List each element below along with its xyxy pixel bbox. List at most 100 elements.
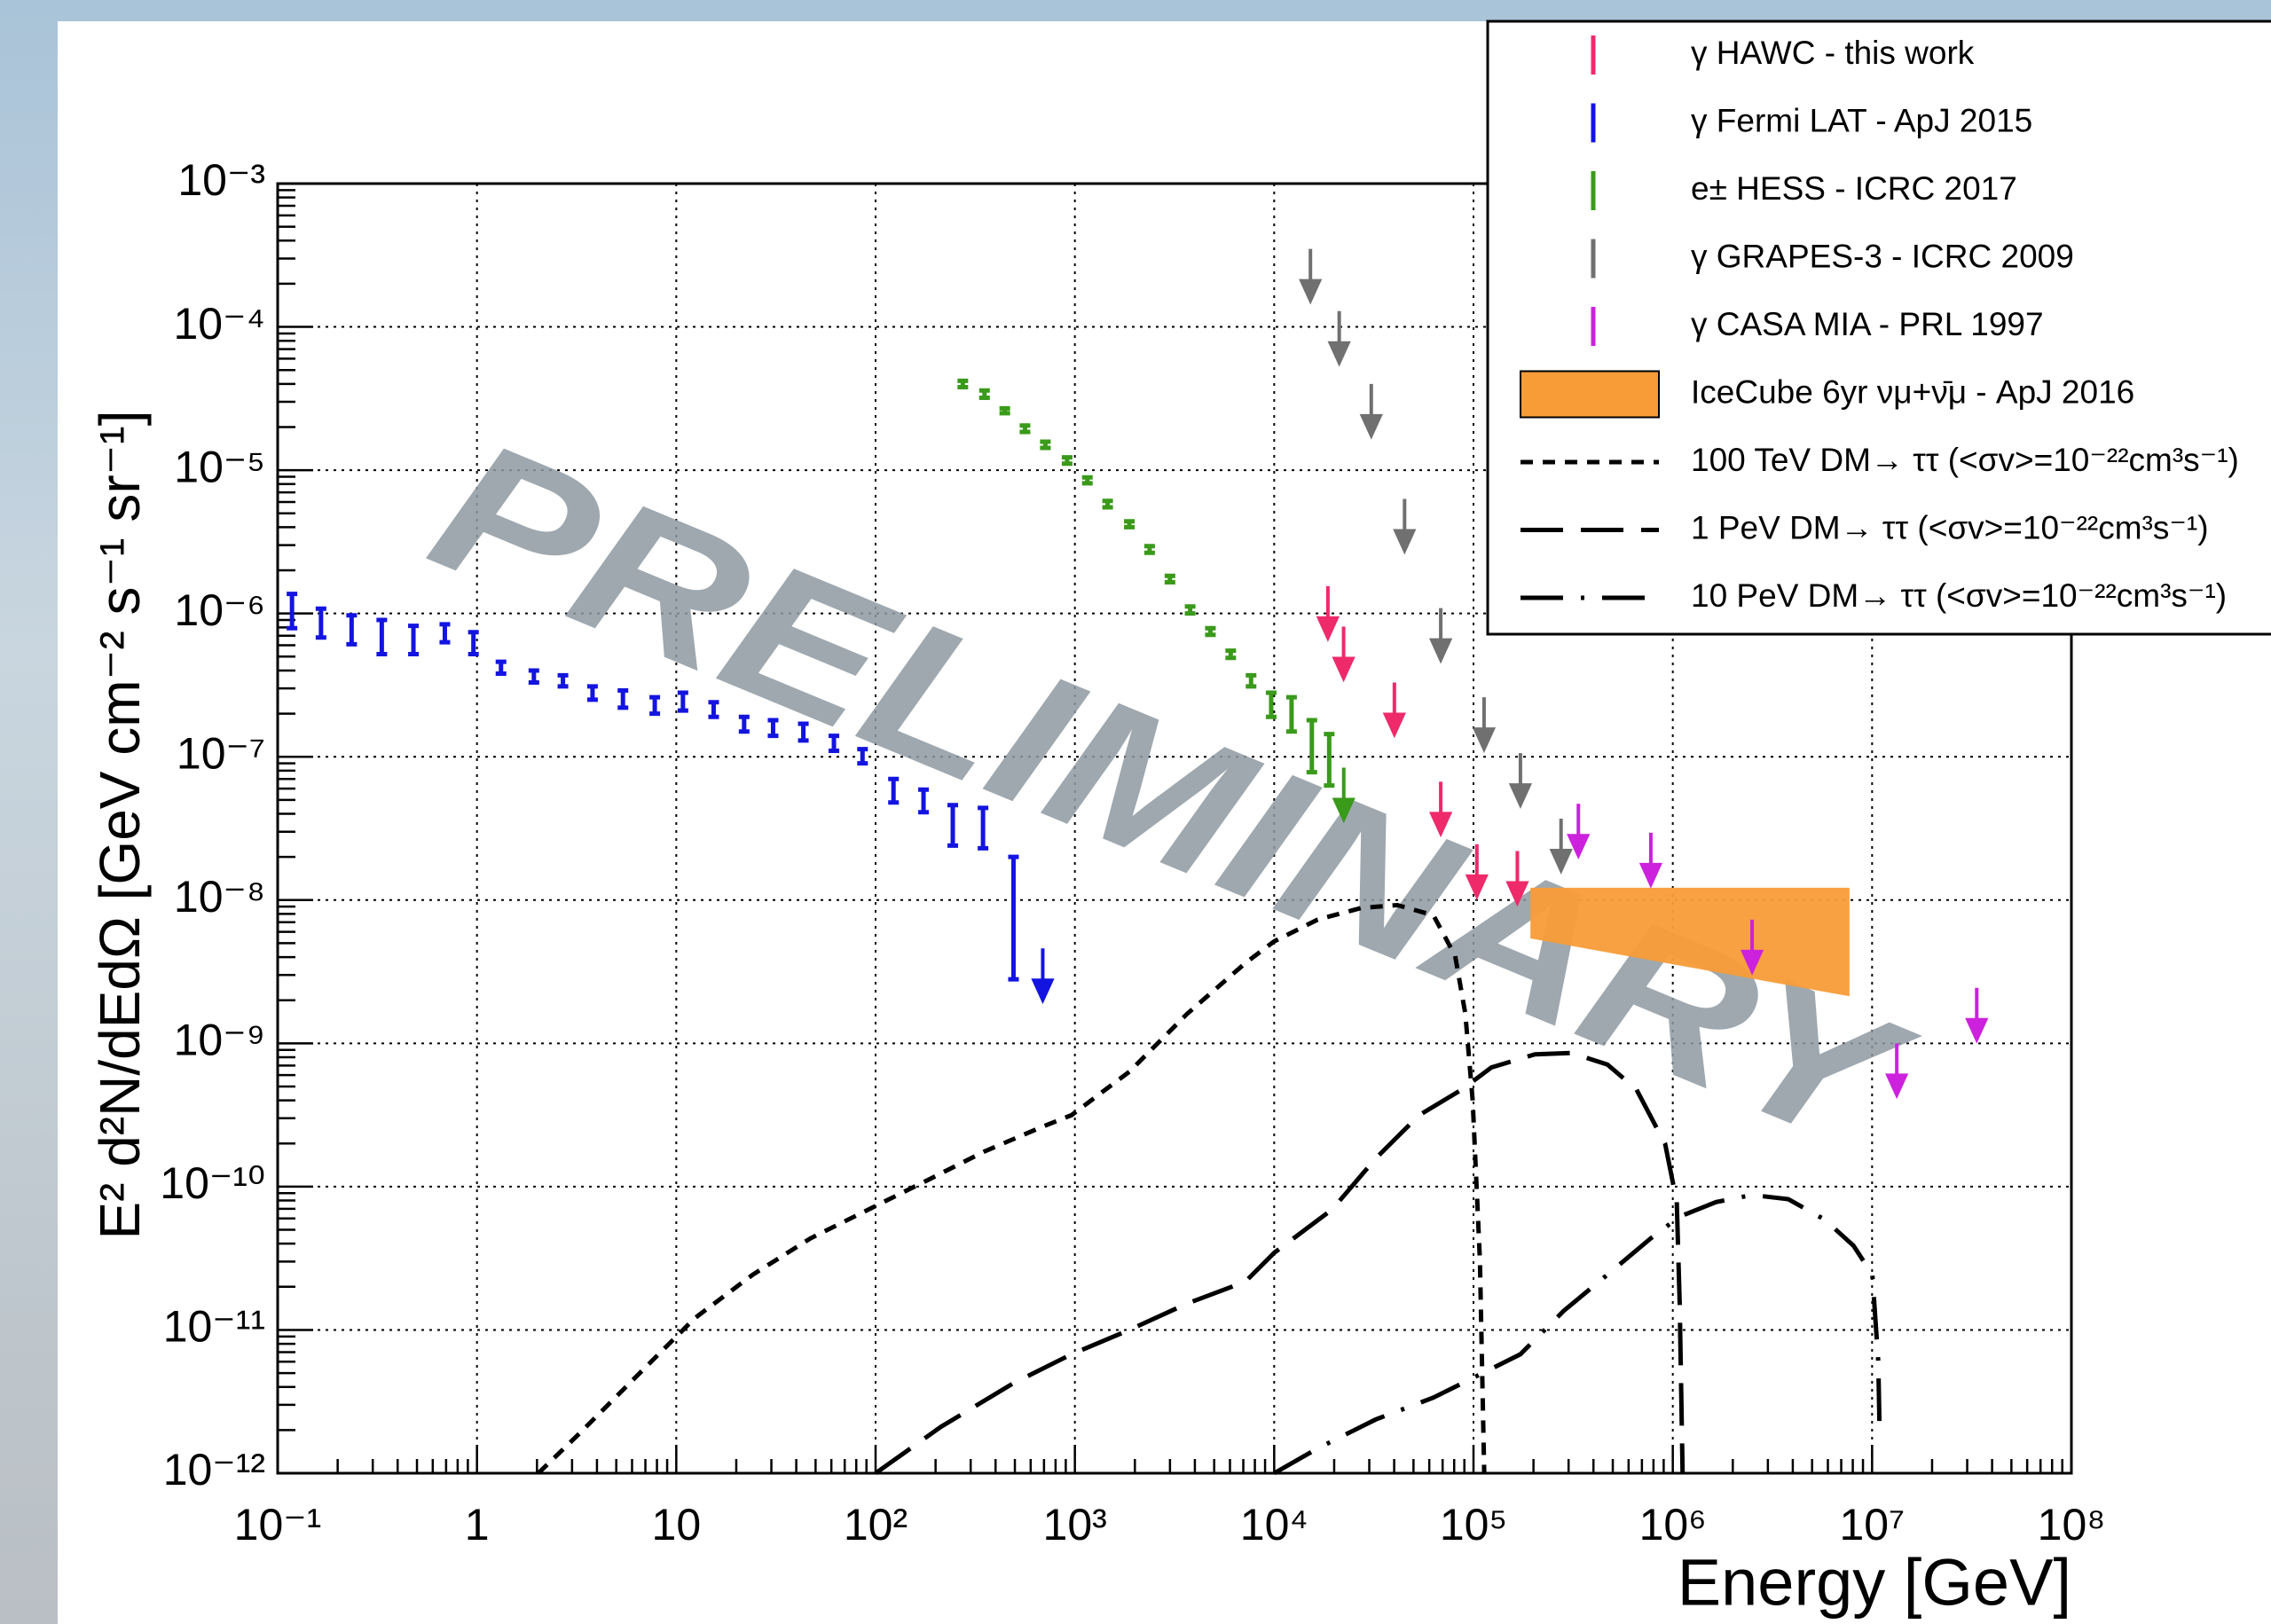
legend-label: γ Fermi LAT - ApJ 2015 <box>1691 102 2032 138</box>
legend-label: 100 TeV DM→ ττ (<σv>=10⁻²²cm³s⁻¹) <box>1691 442 2239 478</box>
error-bar <box>708 700 719 719</box>
error-bar <box>677 690 688 713</box>
x-tick-label: 10⁻¹ <box>234 1500 322 1549</box>
x-tick-label: 10³ <box>1043 1500 1107 1549</box>
legend-label: e± HESS - ICRC 2017 <box>1691 170 2017 207</box>
upper-limit-arrow <box>1472 697 1497 754</box>
upper-limit-arrow <box>1299 248 1323 305</box>
upper-limit-arrow <box>1428 608 1453 664</box>
error-bar <box>978 388 990 401</box>
upper-limit-arrow <box>1332 626 1356 683</box>
error-bar <box>376 617 388 657</box>
upper-limit-arrow <box>1638 832 1663 889</box>
error-bar <box>495 659 507 677</box>
upper-limit-arrow <box>1567 804 1591 860</box>
legend-label: 1 PeV DM→ ττ (<σv>=10⁻²²cm³s⁻¹) <box>1691 509 2209 545</box>
curve <box>537 902 1487 1475</box>
plot-frame <box>276 182 2073 1475</box>
legend-label: γ CASA MIA - PRL 1997 <box>1691 306 2044 342</box>
error-bar <box>1061 455 1073 467</box>
error-bar <box>999 405 1010 416</box>
x-tick-label: 1 <box>465 1500 490 1549</box>
x-tick-label: 10⁷ <box>1839 1500 1905 1549</box>
upper-limit-arrow <box>1393 498 1417 555</box>
error-bar <box>439 622 451 645</box>
upper-limit-arrow <box>1428 781 1453 838</box>
error-bar <box>346 613 358 647</box>
error-bar <box>1265 690 1277 719</box>
upper-limit-arrow <box>1505 851 1529 907</box>
error-bar <box>1040 439 1051 451</box>
legend-label: IceCube 6yr νμ+ν̄μ - ApJ 2016 <box>1691 373 2134 410</box>
error-bar <box>1008 854 1019 982</box>
error-bar <box>1324 732 1335 788</box>
y-tick-label: 10⁻¹² <box>163 1445 265 1495</box>
error-bar <box>1285 694 1297 734</box>
error-bar <box>408 624 420 657</box>
error-bar <box>957 378 969 389</box>
y-axis-label: E² d²N/dEdΩ [GeV cm⁻² s⁻¹ sr⁻¹] <box>88 410 152 1239</box>
error-bar <box>1081 475 1093 486</box>
error-bar <box>617 688 629 710</box>
x-tick-label: 10⁸ <box>2038 1500 2106 1549</box>
y-tick-label: 10⁻⁷ <box>177 728 265 778</box>
error-bar <box>1102 498 1113 510</box>
error-bar <box>557 672 569 689</box>
error-bar <box>1143 544 1155 555</box>
error-bar <box>1205 625 1216 638</box>
error-bar <box>528 668 539 685</box>
error-bar <box>1124 519 1136 530</box>
error-bar <box>468 630 479 657</box>
band <box>1530 887 1850 997</box>
curve <box>874 1050 1686 1476</box>
error-bar <box>1225 648 1237 661</box>
upper-limit-arrow <box>1316 585 1340 642</box>
error-bar <box>829 734 840 754</box>
error-bar <box>857 747 868 766</box>
x-tick-label: 10⁶ <box>1639 1500 1707 1549</box>
upper-limit-arrow <box>1031 948 1055 1005</box>
upper-limit-arrow <box>1327 310 1351 367</box>
upper-limit-arrow <box>1740 919 1764 976</box>
y-tick-label: 10⁻⁶ <box>174 585 265 635</box>
upper-limit-arrow <box>1885 1043 1909 1100</box>
error-bar <box>947 803 959 848</box>
y-tick-label: 10⁻¹¹ <box>163 1302 265 1352</box>
error-bar <box>586 684 598 702</box>
upper-limit-arrow <box>1465 843 1489 900</box>
upper-limit-arrow <box>1549 818 1573 875</box>
x-axis-label: Energy [GeV] <box>1678 1546 2071 1620</box>
upper-limit-arrow <box>1332 767 1356 824</box>
x-tick-label: 10 <box>652 1500 702 1549</box>
y-tick-label: 10⁻⁴ <box>174 299 266 349</box>
error-bar <box>1164 573 1175 585</box>
error-bar <box>287 592 298 631</box>
error-bar <box>888 776 900 805</box>
error-bar <box>767 718 779 739</box>
x-tick-label: 10⁴ <box>1240 1500 1308 1549</box>
y-tick-label: 10⁻⁵ <box>174 442 265 491</box>
error-bar <box>1184 604 1196 616</box>
error-bar <box>315 606 326 640</box>
curve <box>1273 1192 1882 1476</box>
y-tick-label: 10⁻⁸ <box>174 872 265 922</box>
error-bar <box>1019 423 1031 435</box>
x-tick-label: 10² <box>844 1500 908 1549</box>
error-bar <box>798 721 809 743</box>
upper-limit-arrow <box>1382 682 1406 739</box>
upper-limit-arrow <box>1508 753 1533 809</box>
legend-label: γ GRAPES-3 - ICRC 2009 <box>1691 238 2074 274</box>
error-bar <box>1306 718 1317 775</box>
y-tick-label: 10⁻³ <box>177 155 265 205</box>
legend-label: 10 PeV DM→ ττ (<σv>=10⁻²²cm³s⁻¹) <box>1691 577 2227 614</box>
y-tick-label: 10⁻⁹ <box>174 1016 265 1065</box>
error-bar <box>918 787 930 815</box>
error-bar <box>1246 672 1257 689</box>
error-bar <box>738 714 750 734</box>
error-bar <box>649 694 661 717</box>
error-bar <box>978 805 989 851</box>
x-tick-label: 10⁵ <box>1440 1500 1507 1549</box>
legend-label: γ HAWC - this work <box>1691 35 1975 71</box>
